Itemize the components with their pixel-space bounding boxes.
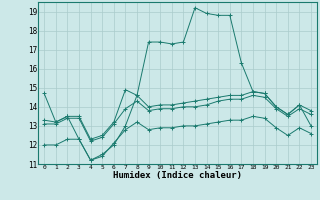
X-axis label: Humidex (Indice chaleur): Humidex (Indice chaleur) xyxy=(113,171,242,180)
